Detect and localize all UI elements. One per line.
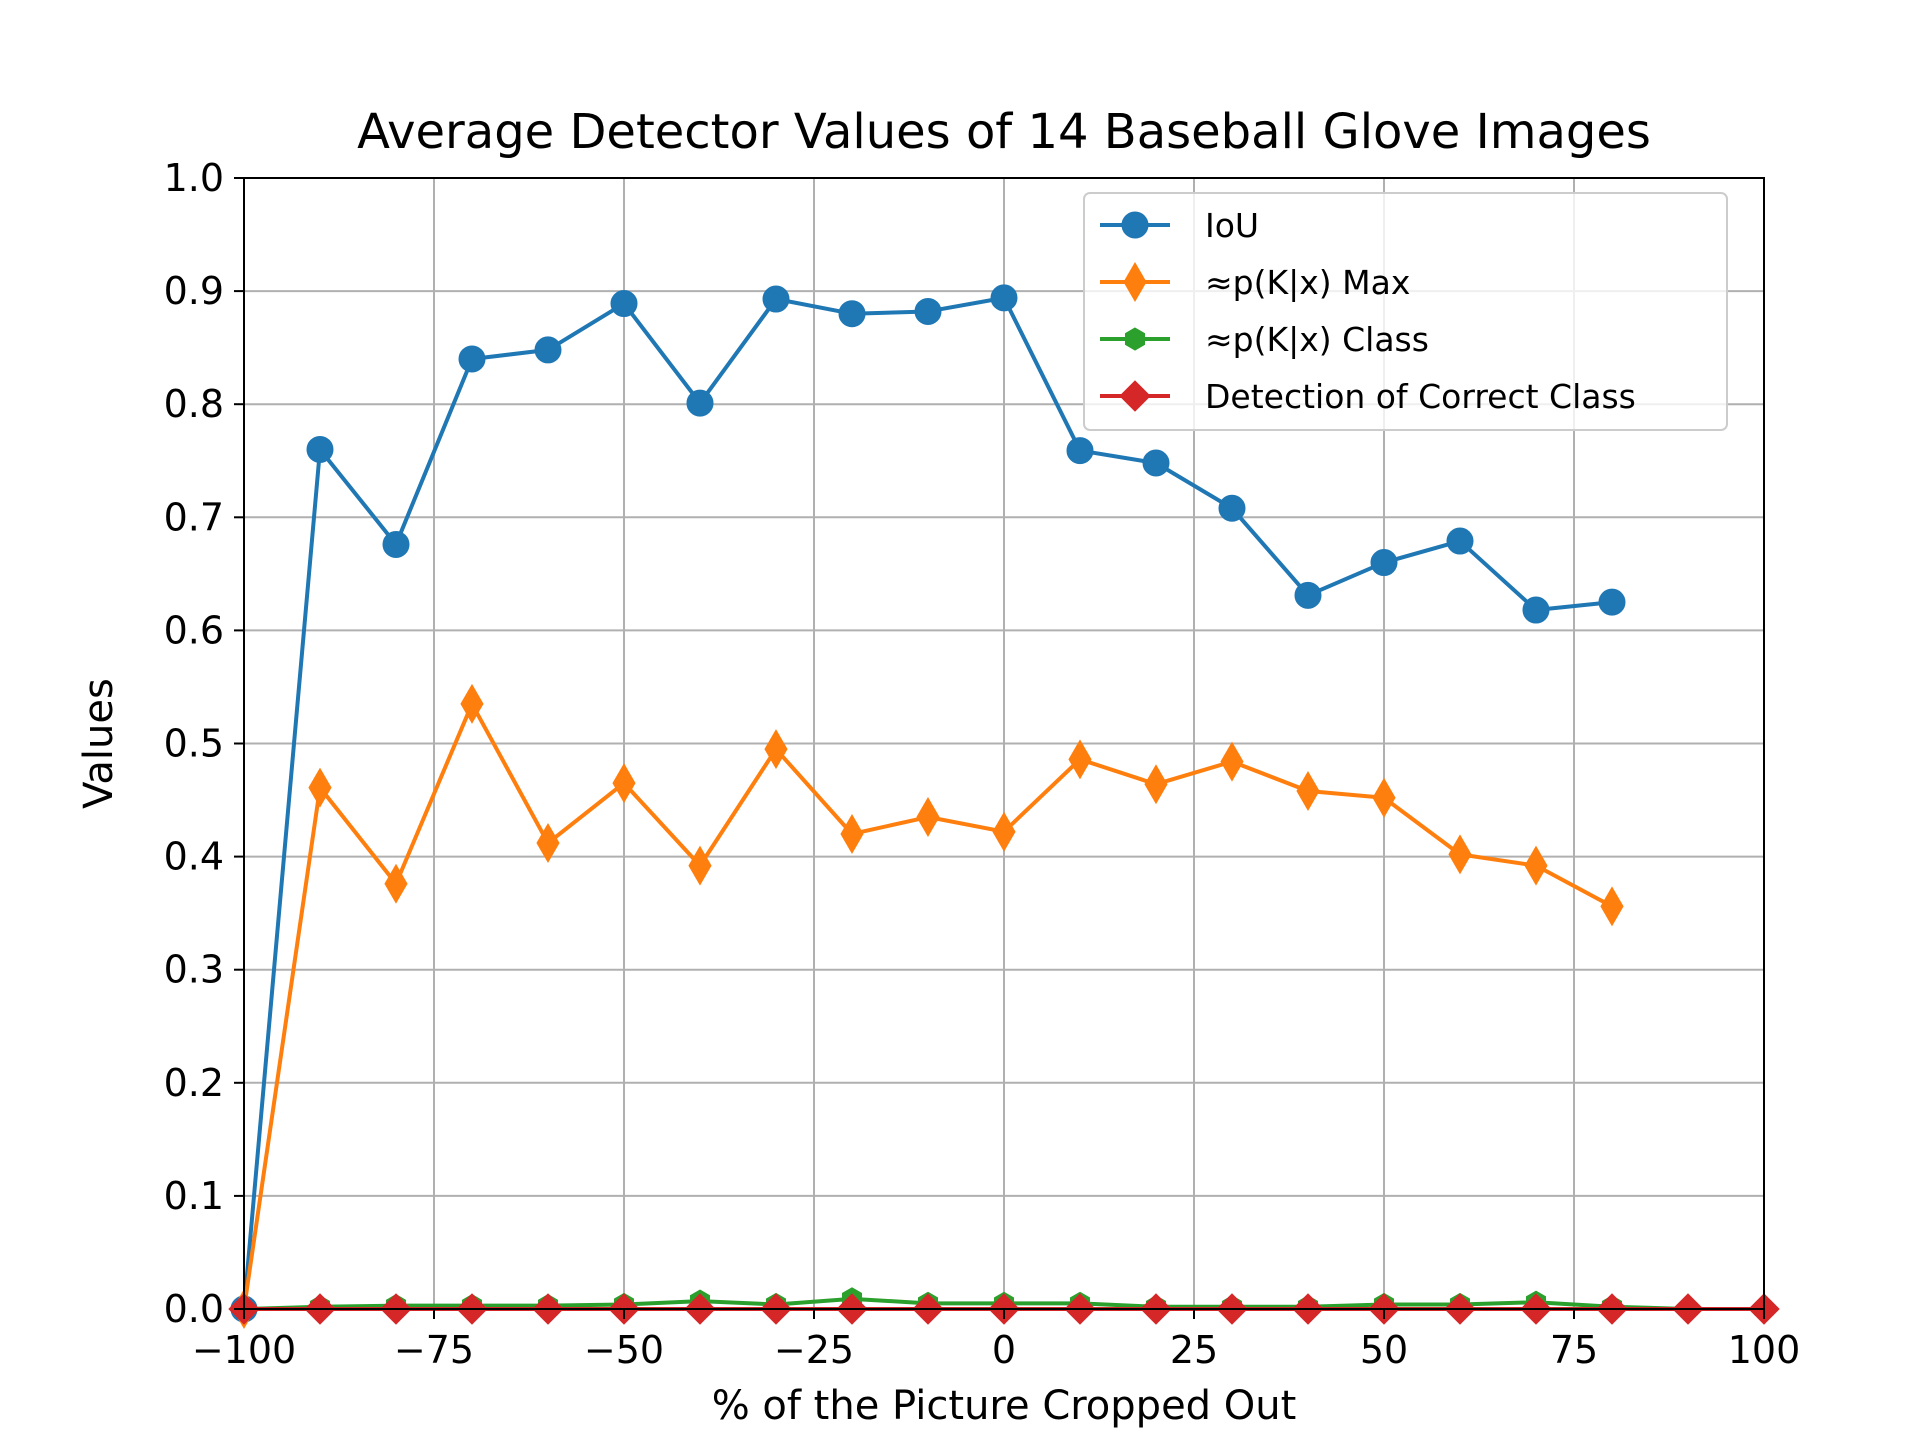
data-point xyxy=(1220,741,1244,782)
legend-marker xyxy=(1119,380,1151,412)
legend-label: Detection of Correct Class xyxy=(1205,377,1636,416)
legend-item: ≈p(K|x) Max xyxy=(1100,262,1410,302)
data-point xyxy=(1600,886,1624,927)
legend-item: IoU xyxy=(1100,206,1259,245)
x-tick-label: 75 xyxy=(1550,1328,1598,1372)
x-axis-label: % of the Picture Cropped Out xyxy=(712,1383,1297,1429)
data-point xyxy=(992,811,1016,852)
y-tick-label: 0.7 xyxy=(164,495,224,539)
x-tick-label: −50 xyxy=(584,1328,664,1372)
data-point xyxy=(384,863,408,904)
y-tick-label: 0.5 xyxy=(164,722,224,766)
data-point xyxy=(458,345,486,373)
chart-title: Average Detector Values of 14 Baseball G… xyxy=(357,104,1651,160)
y-tick-label: 0.4 xyxy=(164,835,224,879)
x-tick-label: −75 xyxy=(394,1328,474,1372)
data-point xyxy=(382,530,410,558)
data-point xyxy=(1142,449,1170,477)
legend-marker xyxy=(1124,327,1146,351)
legend-label: IoU xyxy=(1205,206,1259,245)
data-point xyxy=(762,285,790,313)
x-tick-label: −25 xyxy=(774,1328,854,1372)
data-point xyxy=(612,763,636,804)
legend-marker xyxy=(1121,211,1149,239)
data-point xyxy=(536,823,560,864)
data-point xyxy=(1296,771,1320,811)
y-tick-label: 1.0 xyxy=(164,156,224,200)
data-point xyxy=(838,300,866,328)
data-point xyxy=(1218,494,1246,522)
data-point xyxy=(1448,834,1472,875)
data-point xyxy=(610,290,638,318)
data-point xyxy=(460,683,484,724)
x-tick-label: 50 xyxy=(1360,1328,1408,1372)
y-tick-label: 0.2 xyxy=(164,1061,224,1105)
data-point xyxy=(1522,596,1550,624)
y-axis-label: Values xyxy=(76,678,122,809)
y-tick-label: 0.6 xyxy=(164,608,224,652)
data-point xyxy=(1066,437,1094,465)
data-point xyxy=(1524,845,1548,886)
x-tick-label: 100 xyxy=(1728,1328,1801,1372)
data-point xyxy=(914,297,942,325)
x-tick-label: −100 xyxy=(192,1328,296,1372)
data-point xyxy=(308,767,332,808)
data-point xyxy=(1598,588,1626,616)
data-point xyxy=(916,797,940,838)
legend-label: ≈p(K|x) Class xyxy=(1205,320,1429,359)
data-point xyxy=(990,284,1018,312)
y-tick-label: 0.9 xyxy=(164,269,224,313)
data-point xyxy=(688,845,712,886)
x-tick-label: 25 xyxy=(1170,1328,1218,1372)
data-point xyxy=(686,389,714,417)
y-tick-label: 0.0 xyxy=(164,1287,224,1331)
x-tick-label: 0 xyxy=(992,1328,1016,1372)
data-point xyxy=(306,435,334,463)
data-point xyxy=(840,813,864,854)
data-point xyxy=(764,729,788,770)
legend-item: Detection of Correct Class xyxy=(1100,377,1636,416)
data-point xyxy=(534,336,562,364)
legend: IoU ≈p(K|x) Max ≈p(K|x) Class Detection of … xyxy=(1083,192,1728,431)
data-point xyxy=(1372,777,1396,818)
data-point xyxy=(1370,549,1398,577)
legend-box xyxy=(1083,192,1728,431)
data-point xyxy=(1446,527,1474,555)
data-point xyxy=(1068,739,1092,780)
y-tick-label: 0.8 xyxy=(164,382,224,426)
y-tick-label: 0.1 xyxy=(164,1174,224,1218)
y-tick-label: 0.3 xyxy=(164,948,224,992)
legend-item: ≈p(K|x) Class xyxy=(1100,320,1429,359)
data-point xyxy=(1294,581,1322,609)
data-point xyxy=(1144,764,1168,805)
legend-marker xyxy=(1123,262,1147,302)
axis-ticks: −100 −75 −50 −25 0 25 50 75 100 0.0 0.1 0.2 0.3 0.4 0.… xyxy=(164,156,1801,1372)
legend-label: ≈p(K|x) Max xyxy=(1205,263,1410,302)
